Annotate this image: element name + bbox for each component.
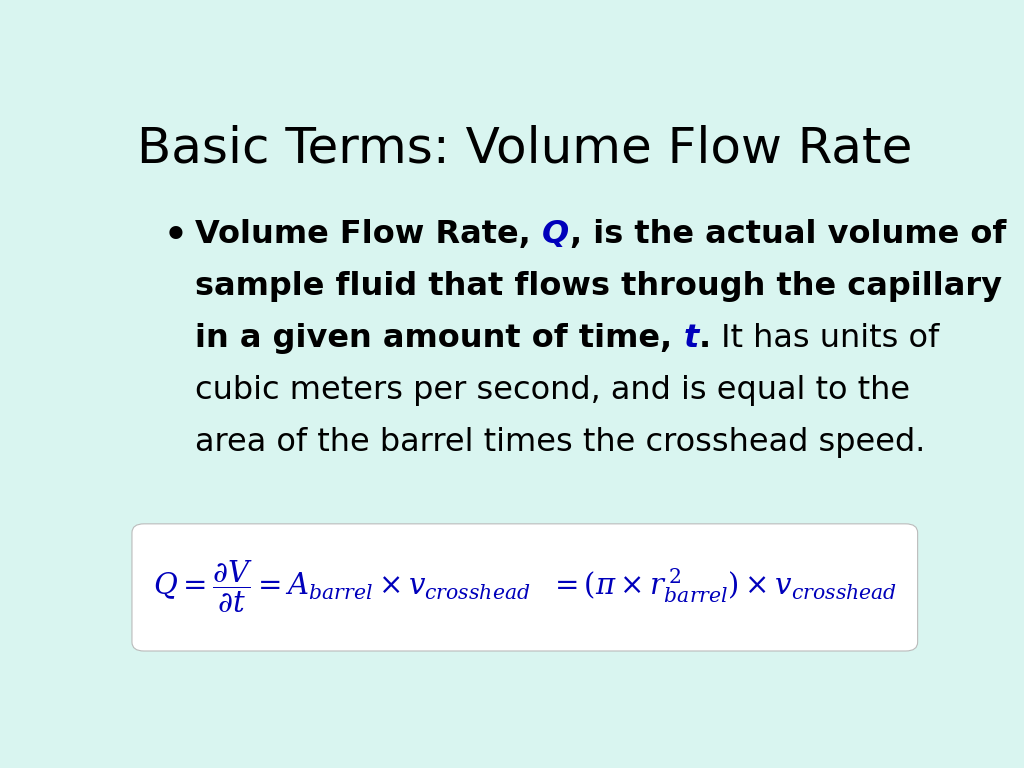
Text: Basic Terms: Volume Flow Rate: Basic Terms: Volume Flow Rate [137,124,912,173]
Text: sample fluid that flows through the capillary: sample fluid that flows through the capi… [196,271,1002,303]
Text: Q: Q [543,220,569,250]
Text: $Q = \dfrac{\partial V}{\partial t} = A_{barrel} \times v_{crosshead}\ \ = (\pi : $Q = \dfrac{\partial V}{\partial t} = A_… [153,559,897,615]
Text: t: t [684,323,699,354]
Text: Volume Flow Rate,: Volume Flow Rate, [196,220,543,250]
Text: , is the actual volume of: , is the actual volume of [569,220,1006,250]
Text: in a given amount of time,: in a given amount of time, [196,323,684,354]
Text: •: • [164,220,187,255]
FancyBboxPatch shape [132,524,918,651]
Text: .: . [699,323,711,354]
Text: area of the barrel times the crosshead speed.: area of the barrel times the crosshead s… [196,428,926,458]
Text: It has units of: It has units of [711,323,939,354]
Text: cubic meters per second, and is equal to the: cubic meters per second, and is equal to… [196,376,910,406]
